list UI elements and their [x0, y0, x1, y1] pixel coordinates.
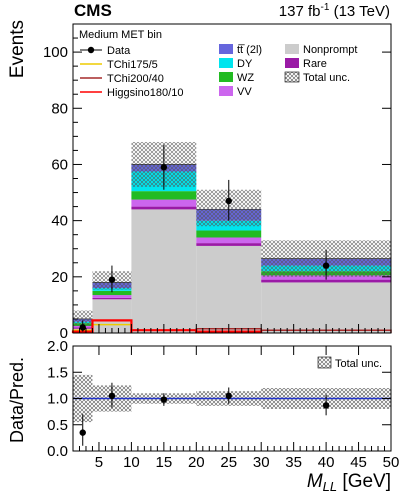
- legend-swatch-rare: [285, 58, 299, 68]
- x-tick-label-9: 50: [383, 454, 400, 471]
- ratio-point-2: [160, 396, 168, 403]
- x-tick-label-4: 25: [220, 454, 237, 471]
- legend-swatch-vv: [219, 86, 233, 96]
- legend-swatch-nonprompt: [285, 44, 299, 54]
- legend-swatch-tt: [219, 44, 233, 54]
- ratio-y-tick-label-4: 2.0: [47, 338, 68, 355]
- ratio-y-tick-label-1: 0.5: [47, 417, 68, 434]
- data-point-4: [322, 262, 330, 269]
- legend-swatch-unc: [284, 71, 300, 83]
- unc-band-0: [73, 310, 93, 326]
- legend-signal-label-0: TChi175/5: [107, 59, 158, 71]
- bar-wz-2: [131, 191, 197, 200]
- legend-data-marker: [87, 46, 95, 54]
- y-tick-label-0: 0: [60, 325, 68, 342]
- legend-signal-label-1: TChi200/40: [107, 73, 164, 85]
- bar-nonprompt-1: [92, 299, 132, 333]
- legend-label-rare: Rare: [303, 58, 327, 70]
- x-axis-label-sub: LL: [323, 479, 337, 493]
- x-tick-label-0: 5: [95, 454, 103, 471]
- bar-rare-2: [131, 206, 197, 210]
- bar-rare-3: [196, 243, 262, 246]
- ratio-point-4: [322, 402, 330, 409]
- legend-label-vv: VV: [237, 86, 252, 98]
- ratio-point-3: [225, 392, 232, 400]
- ratio-y-tick-label-3: 1.5: [47, 364, 68, 381]
- y-tick-label-3: 60: [51, 156, 68, 173]
- bar-rare-1: [92, 297, 132, 300]
- bar-wz-1: [92, 290, 132, 296]
- ratio-legend-swatch: [317, 356, 332, 369]
- lumi-energy: (13 TeV): [334, 3, 390, 20]
- data-point-2: [160, 164, 168, 171]
- data-point-3: [225, 197, 232, 205]
- ratio-legend-label: Total unc.: [335, 358, 382, 370]
- x-tick-label-8: 45: [350, 454, 367, 471]
- main-panel: 0 20 40 60 80 100: [43, 23, 392, 342]
- x-tick-label-5: 30: [253, 454, 270, 471]
- x-axis-label-unit: [GeV]: [342, 471, 391, 492]
- bar-vv-2: [131, 199, 197, 207]
- y-tick-label-1: 20: [51, 269, 68, 286]
- ratio-point-1: [108, 392, 116, 400]
- x-tick-label-1: 10: [123, 454, 140, 471]
- x-axis-label: MLL [GeV]: [307, 471, 391, 493]
- bar-nonprompt-2: [131, 209, 197, 333]
- lumi-label: 137 fb-1 (13 TeV): [279, 2, 390, 20]
- bar-vv-3: [196, 237, 262, 244]
- y-axis-label: Events: [7, 20, 28, 78]
- x-tick-label-2: 15: [156, 454, 173, 471]
- legend-label-dy: DY: [237, 58, 253, 70]
- bar-wz-3: [196, 230, 262, 238]
- legend: Medium MET bin Data TChi175/5 TChi200/40 Hi…: [79, 29, 357, 99]
- legend-swatch-wz: [219, 72, 233, 82]
- legend-swatch-dy: [219, 58, 233, 68]
- data-point-0: [79, 324, 86, 331]
- y-tick-label-2: 40: [51, 213, 68, 230]
- bar-rare-4: [261, 279, 391, 283]
- ratio-y-axis-label: Data/Pred.: [7, 357, 27, 443]
- legend-data-label: Data: [107, 45, 131, 57]
- bar-nonprompt-3: [196, 245, 262, 333]
- ratio-panel: 0.0 0.5 1.0 1.5 2.0 5 10 15 20 25 30 35 40 45 50 Total …: [47, 338, 399, 471]
- lumi-value: 137 fb: [279, 3, 321, 20]
- legend-label-unc: Total unc.: [303, 72, 350, 84]
- data-point-1: [108, 276, 116, 283]
- ratio-point-0: [79, 429, 86, 436]
- category-label: Medium MET bin: [79, 29, 162, 41]
- ratio-y-tick-label-2: 1.0: [47, 391, 68, 408]
- lumi-exponent: -1: [321, 2, 330, 13]
- legend-label-tt: tt̅ (2l): [237, 44, 262, 56]
- legend-label-nonprompt: Nonprompt: [303, 44, 357, 56]
- legend-signal-label-2: Higgsino180/10: [107, 87, 183, 99]
- y-tick-label-4: 80: [51, 100, 68, 117]
- cms-label: CMS: [74, 1, 112, 20]
- x-tick-label-3: 20: [188, 454, 205, 471]
- ratio-y-tick-label-0: 0.0: [47, 443, 68, 460]
- y-tick-label-5: 100: [43, 44, 68, 61]
- x-tick-label-6: 35: [285, 454, 302, 471]
- x-tick-label-7: 40: [318, 454, 335, 471]
- x-axis-label-main: M: [307, 471, 323, 492]
- legend-label-wz: WZ: [237, 72, 254, 84]
- bar-vv-1: [92, 295, 132, 298]
